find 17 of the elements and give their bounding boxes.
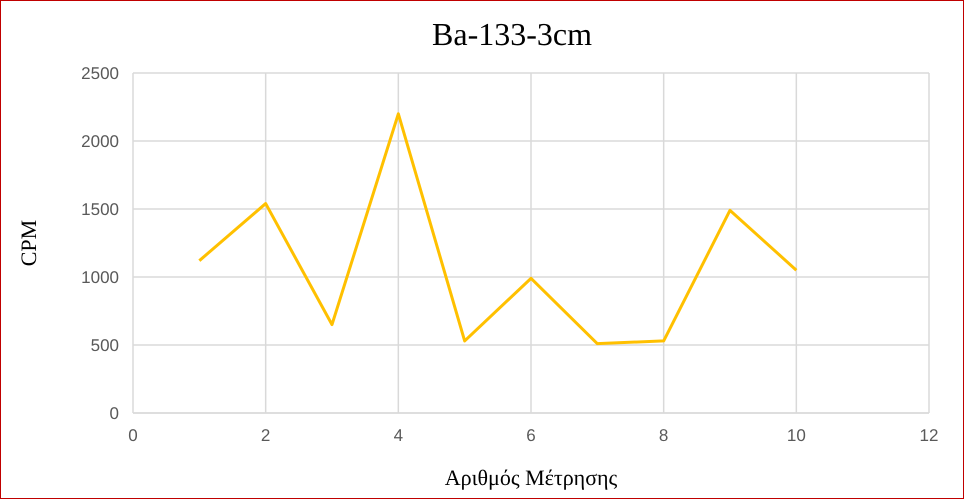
y-tick-label: 2000	[81, 132, 119, 152]
x-tick-label: 4	[394, 426, 404, 446]
x-tick-label: 2	[260, 426, 270, 446]
x-tick-label: 8	[658, 426, 668, 446]
y-axis-title: CPM	[16, 220, 41, 266]
x-axis-title: Αριθμός Μέτρησης	[444, 465, 618, 490]
y-tick-label: 0	[110, 404, 119, 424]
chart-title: Ba-133-3cm	[431, 15, 593, 53]
x-tick-label: 10	[786, 426, 806, 446]
y-tick-label: 1000	[81, 268, 119, 288]
x-tick-label: 12	[920, 426, 938, 446]
x-tick-label: 6	[526, 426, 536, 446]
line-series	[198, 112, 798, 346]
y-tick-label: 2500	[81, 64, 119, 84]
x-tick-label: 0	[128, 426, 138, 446]
y-tick-label: 1500	[81, 200, 119, 220]
y-tick-label: 500	[90, 336, 119, 356]
